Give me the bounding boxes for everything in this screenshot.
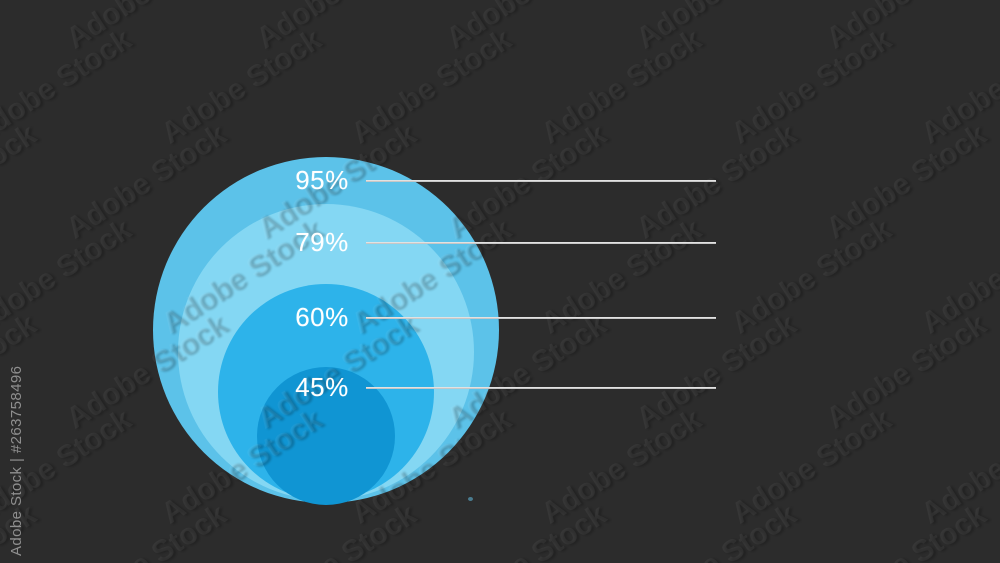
percentage-label-60: 60%	[295, 302, 349, 332]
leader-line-95	[366, 180, 716, 182]
percentage-label-95: 95%	[295, 165, 349, 195]
leader-line-60	[366, 317, 716, 319]
circle-45	[257, 367, 395, 505]
leader-line-45	[366, 387, 716, 389]
percentage-label-45: 45%	[295, 372, 349, 402]
decorative-dot	[468, 497, 473, 501]
leader-line-79	[366, 242, 716, 244]
percentage-label-79: 79%	[295, 227, 349, 257]
